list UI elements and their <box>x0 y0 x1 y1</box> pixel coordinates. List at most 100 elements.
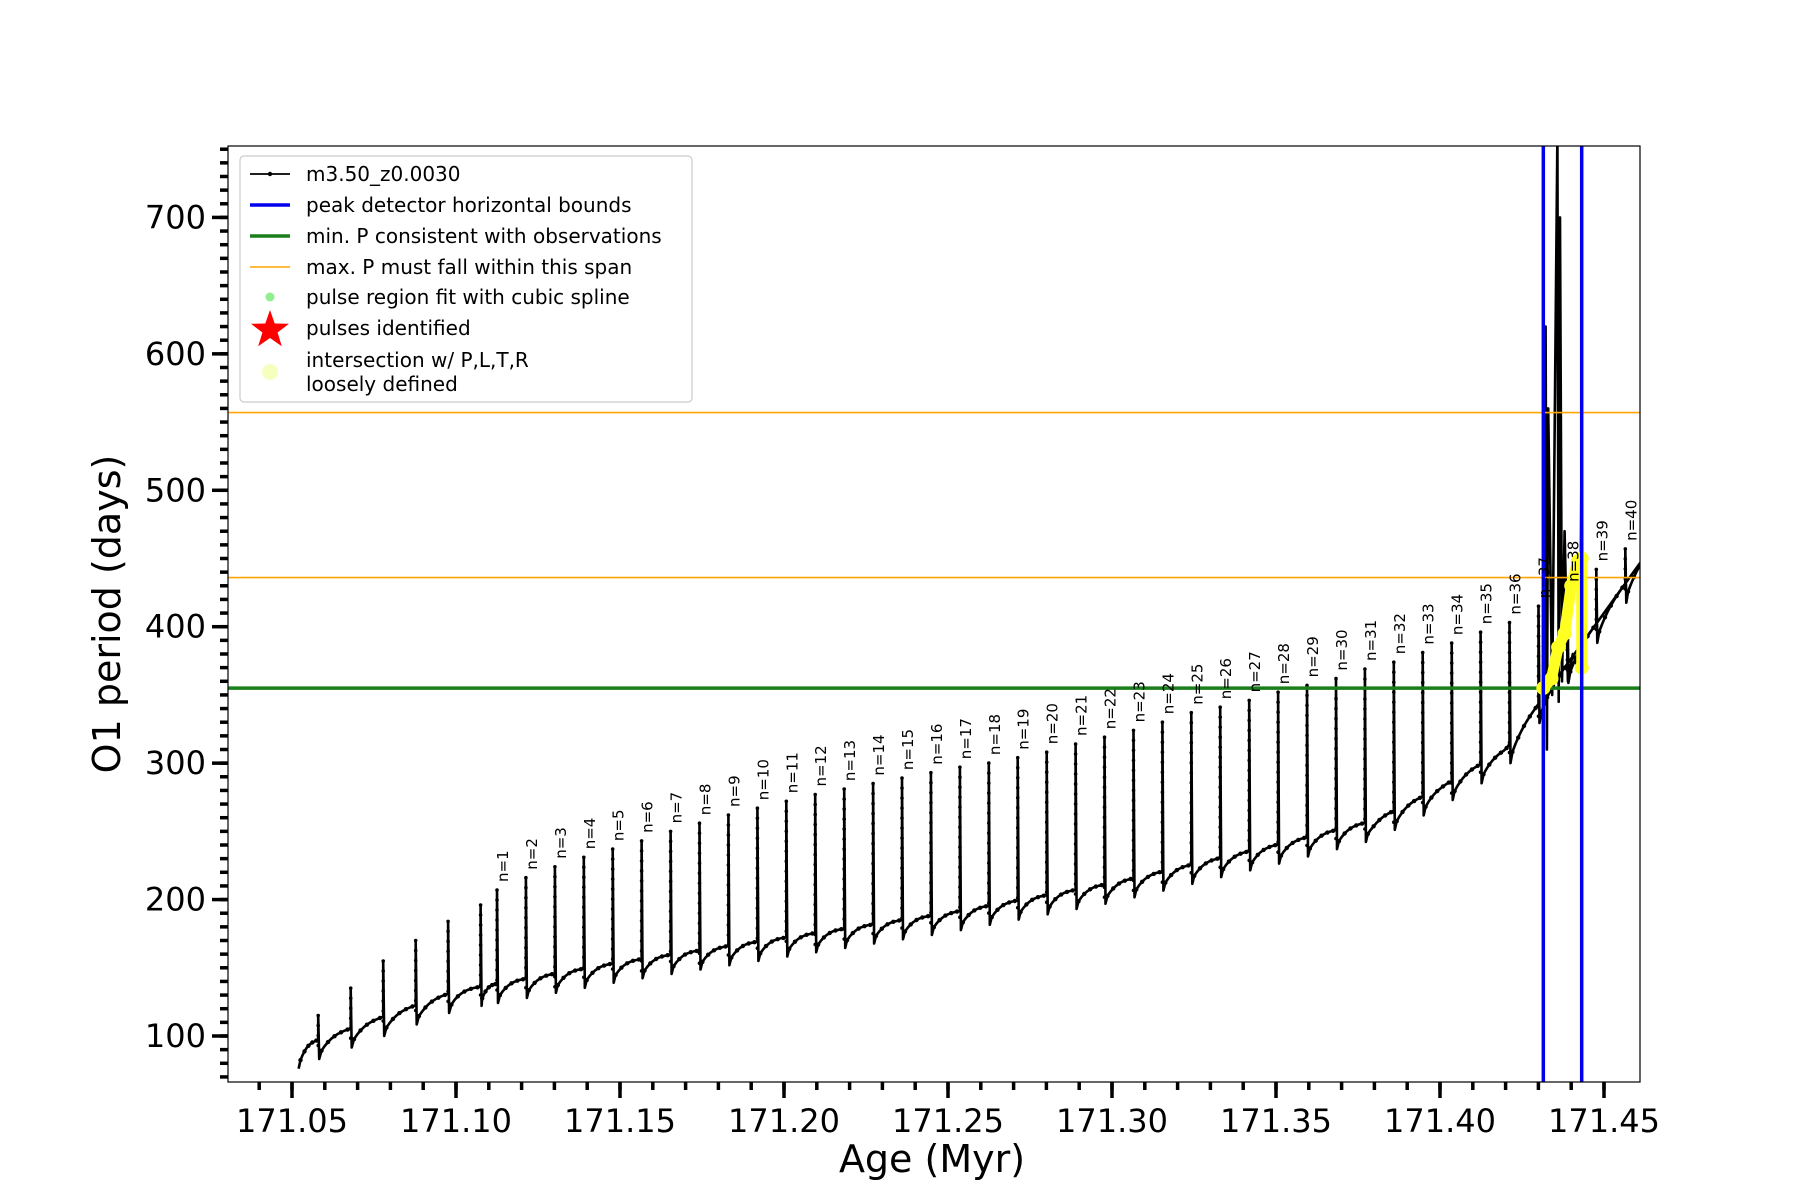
series-point <box>538 976 543 981</box>
series-point <box>495 978 499 982</box>
pulse-label: n=39 <box>1593 520 1611 561</box>
pulse-label: n=21 <box>1073 695 1091 736</box>
x-tick-label: 171.20 <box>728 1102 840 1140</box>
series-point <box>842 797 846 801</box>
series-point <box>1189 850 1194 855</box>
series-point <box>1478 680 1483 684</box>
x-tick-label: 171.40 <box>1384 1102 1496 1140</box>
series-point <box>1420 720 1425 725</box>
series-point <box>639 859 644 863</box>
series-point <box>553 885 557 889</box>
series-point <box>1420 800 1425 805</box>
series-point <box>553 905 557 909</box>
series-point <box>1625 589 1631 594</box>
series-point <box>1594 577 1599 582</box>
series-point <box>1420 770 1425 775</box>
series-point <box>578 967 584 972</box>
series-point <box>900 836 904 840</box>
series-point <box>891 919 896 924</box>
series-point <box>610 897 615 901</box>
series-point <box>1478 660 1483 664</box>
series-point <box>987 881 991 885</box>
series-point <box>316 1013 321 1018</box>
legend-entry: pulse region fit with cubic spline <box>265 285 630 309</box>
series-point <box>755 856 760 860</box>
series-point <box>726 873 731 877</box>
series-point <box>1562 665 1567 670</box>
series-point <box>1420 750 1425 755</box>
pulse-label: n=9 <box>725 775 743 807</box>
y-tick-label: 600 <box>145 335 206 373</box>
series-point <box>1276 760 1280 764</box>
series-point <box>1276 820 1280 824</box>
series-point <box>1363 787 1367 791</box>
series-point <box>842 917 846 921</box>
series-point <box>1131 798 1136 803</box>
series-point <box>697 931 702 935</box>
series-point <box>697 851 702 855</box>
series-point <box>1102 865 1107 869</box>
series-point <box>1527 714 1533 719</box>
series-point <box>668 919 673 924</box>
series-point <box>775 937 780 942</box>
series-point <box>1276 790 1280 794</box>
series-point <box>1536 714 1541 718</box>
series-point <box>958 785 962 789</box>
series-point <box>900 916 904 920</box>
series-point <box>668 889 673 894</box>
series-point <box>1363 707 1367 711</box>
pulse-label: n=4 <box>581 818 599 850</box>
series-point <box>677 956 682 962</box>
pulse-label: n=26 <box>1217 658 1235 699</box>
legend-label: intersection w/ P,L,T,R <box>306 348 529 372</box>
series-point <box>1536 614 1541 618</box>
series-point <box>1076 899 1081 904</box>
series-point <box>711 948 717 953</box>
series-point <box>726 903 731 907</box>
pulse-label: n=34 <box>1449 594 1467 635</box>
series-point <box>1276 730 1280 734</box>
series-point <box>755 836 760 840</box>
series-point <box>1105 893 1110 899</box>
series-point <box>1371 824 1376 829</box>
series-point <box>1544 695 1550 700</box>
series-point <box>582 905 586 910</box>
series-point <box>1325 830 1330 835</box>
series-point <box>871 801 875 806</box>
series-point <box>1247 858 1251 863</box>
series-point <box>446 999 450 1004</box>
series-point <box>813 812 817 817</box>
series-point <box>842 887 846 891</box>
series-point <box>958 805 962 809</box>
series-point <box>842 837 846 841</box>
series-point <box>1507 630 1512 635</box>
series-point <box>954 909 960 914</box>
pulse-label: n=29 <box>1304 636 1322 677</box>
series-point <box>561 975 566 980</box>
series-point <box>960 920 965 925</box>
series-point <box>1305 763 1309 768</box>
series-point <box>1073 742 1078 746</box>
series-point <box>1189 830 1194 835</box>
series-point <box>784 869 789 874</box>
series-point <box>842 827 846 831</box>
series-point <box>900 876 904 880</box>
series-point <box>1218 785 1222 789</box>
series-point <box>668 899 673 904</box>
pulse-label: n=8 <box>697 784 715 816</box>
pulse-label: n=40 <box>1622 500 1640 541</box>
series-point <box>639 869 644 873</box>
series-point <box>842 857 846 861</box>
series-point <box>1015 825 1020 830</box>
series-point <box>668 909 673 914</box>
series-point <box>1276 770 1280 774</box>
series-point <box>1015 845 1020 850</box>
series-point <box>784 819 789 824</box>
series-point <box>833 928 838 933</box>
series-point <box>1478 640 1483 644</box>
series-point <box>1594 567 1599 572</box>
series-point <box>810 931 815 936</box>
series-point <box>582 925 586 930</box>
series-point <box>1015 815 1020 820</box>
